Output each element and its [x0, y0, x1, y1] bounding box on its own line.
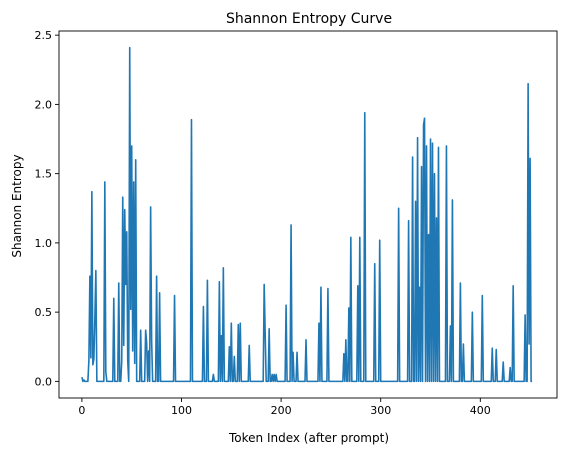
chart-title: Shannon Entropy Curve [226, 11, 392, 27]
plot-area [58, 30, 558, 399]
x-axis: 0 100 200 300 400 [78, 398, 491, 417]
y-axis: 0.0 0.5 1.0 1.5 2.0 2.5 [35, 29, 59, 388]
plot-background [59, 31, 557, 398]
y-tick-label: 2.0 [35, 98, 53, 111]
x-tick-label: 300 [370, 404, 391, 417]
y-tick-label: 1.0 [35, 237, 53, 250]
x-tick-label: 100 [171, 404, 192, 417]
y-tick-label: 0.0 [35, 375, 53, 388]
x-axis-label: Token Index (after prompt) [228, 431, 389, 445]
y-axis-label: Shannon Entropy [10, 154, 24, 257]
x-tick-label: 200 [271, 404, 292, 417]
y-tick-label: 0.5 [35, 306, 53, 319]
series-line-0 [81, 46, 533, 383]
x-tick-label: 0 [78, 404, 85, 417]
y-tick-label: 2.5 [35, 29, 53, 42]
plot-frame [58, 30, 558, 399]
x-tick-label: 400 [470, 404, 491, 417]
y-tick-label: 1.5 [35, 168, 53, 181]
